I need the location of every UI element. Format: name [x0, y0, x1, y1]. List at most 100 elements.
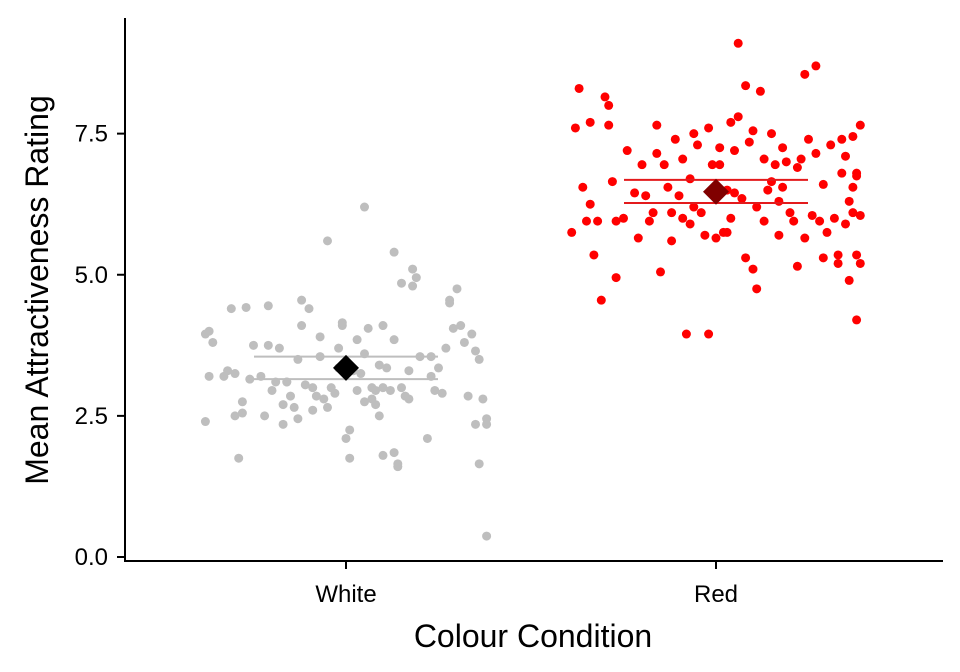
data-point-red: [763, 185, 773, 195]
data-point-red: [855, 120, 865, 130]
data-point-white: [434, 363, 443, 373]
data-point-white: [374, 360, 384, 370]
points-layer: [200, 38, 865, 541]
y-tick-label: 2.5: [75, 403, 108, 430]
data-point-white: [267, 385, 277, 395]
data-point-red: [796, 154, 806, 164]
data-point-red: [707, 160, 717, 170]
data-point-white: [430, 385, 440, 395]
data-point-white: [452, 284, 462, 294]
data-point-white: [260, 411, 270, 421]
data-point-red: [837, 168, 847, 178]
data-point-red: [667, 208, 677, 218]
data-point-red: [611, 273, 621, 283]
data-point-white: [230, 369, 240, 379]
y-axis-title: Mean Attractiveness Rating: [19, 95, 55, 485]
mean-marker-white: [333, 354, 359, 381]
data-point-red: [696, 208, 706, 218]
data-point-red: [578, 182, 588, 192]
data-point-red: [744, 137, 754, 147]
data-point-red: [700, 230, 710, 240]
data-point-red: [733, 112, 743, 122]
data-point-white: [360, 397, 369, 407]
data-point-white: [345, 453, 355, 463]
data-point-white: [237, 397, 247, 407]
data-point-red: [848, 182, 858, 192]
data-point-red: [637, 160, 647, 170]
data-point-red: [582, 216, 591, 226]
data-point-white: [289, 402, 299, 412]
data-point-red: [759, 216, 769, 226]
data-point-red: [678, 213, 688, 223]
data-point-red: [774, 230, 784, 240]
data-point-white: [330, 388, 340, 398]
data-point-white: [471, 346, 480, 356]
data-point-red: [818, 253, 828, 263]
data-point-red: [585, 117, 595, 127]
data-point-red: [852, 171, 862, 181]
data-point-white: [478, 394, 488, 404]
data-point-white: [337, 318, 347, 328]
data-point-red: [685, 174, 695, 184]
data-point-white: [404, 366, 414, 376]
data-point-red: [715, 143, 725, 153]
data-point-red: [585, 199, 595, 209]
data-point-white: [459, 337, 469, 347]
data-point-white: [389, 247, 399, 257]
y-tick-label: 7.5: [75, 121, 108, 148]
data-point-white: [308, 383, 318, 393]
data-point-white: [371, 385, 381, 395]
data-point-white: [356, 369, 366, 379]
data-point-red: [693, 140, 702, 150]
data-point-white: [404, 394, 414, 404]
data-point-red: [570, 123, 580, 133]
data-point-red: [652, 120, 662, 130]
data-point-red: [778, 143, 788, 153]
data-point-red: [800, 69, 810, 79]
data-point-red: [826, 140, 836, 150]
data-point-red: [633, 233, 643, 243]
data-point-white: [397, 278, 406, 288]
data-point-white: [249, 340, 258, 350]
data-point-white: [371, 400, 381, 410]
data-point-red: [852, 315, 862, 325]
data-point-white: [378, 450, 388, 460]
data-point-red: [611, 216, 621, 226]
data-point-red: [752, 284, 762, 294]
data-point-white: [345, 425, 355, 435]
data-point-red: [656, 267, 665, 277]
data-point-red: [800, 233, 810, 243]
data-point-white: [204, 371, 214, 381]
data-point-red: [737, 194, 747, 204]
data-point-white: [278, 400, 288, 410]
x-tick-label: Red: [694, 581, 738, 608]
data-point-red: [678, 154, 688, 164]
data-point-white: [334, 343, 344, 353]
y-tick-label: 5.0: [75, 262, 108, 289]
data-point-red: [833, 250, 843, 260]
data-point-white: [471, 419, 480, 429]
data-point-red: [574, 83, 584, 93]
data-point-white: [323, 236, 332, 246]
data-point-white: [286, 391, 295, 401]
data-point-white: [352, 335, 362, 345]
data-point-red: [844, 196, 854, 206]
data-point-white: [208, 337, 218, 347]
data-point-white: [385, 385, 395, 395]
data-point-white: [374, 411, 384, 421]
data-point-white: [341, 433, 351, 443]
data-point-red: [748, 126, 758, 136]
data-point-red: [604, 120, 614, 130]
data-point-red: [855, 210, 865, 220]
data-point-red: [715, 160, 725, 170]
data-point-red: [726, 213, 736, 223]
data-point-white: [315, 332, 325, 342]
data-point-red: [630, 188, 640, 198]
data-point-red: [674, 191, 684, 201]
data-point-red: [770, 160, 780, 170]
data-point-red: [804, 134, 813, 144]
data-point-white: [397, 383, 406, 393]
data-point-white: [200, 417, 210, 427]
data-point-red: [648, 208, 658, 218]
